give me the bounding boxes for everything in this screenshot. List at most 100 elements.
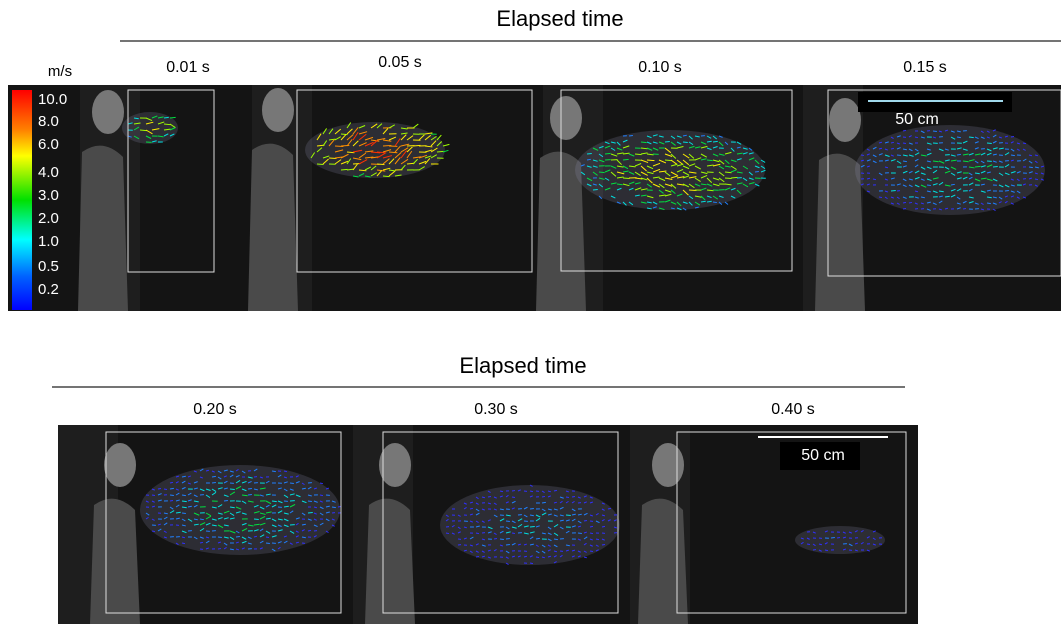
breath-cloud xyxy=(122,112,178,144)
velocity-vector xyxy=(542,496,545,497)
velocity-vector xyxy=(470,508,473,509)
velocity-vector xyxy=(584,520,587,521)
velocity-vector xyxy=(530,491,533,492)
velocity-vector xyxy=(500,539,504,540)
velocity-vector xyxy=(530,563,533,564)
breath-cloud xyxy=(140,465,340,555)
time-label: 0.40 s xyxy=(771,401,815,418)
velocity-vector xyxy=(200,519,204,520)
velocity-vector xyxy=(707,190,714,191)
velocity-vector xyxy=(879,197,882,198)
velocity-vector xyxy=(266,543,270,544)
velocity-vector xyxy=(341,145,349,146)
velocity-vector xyxy=(476,556,479,557)
velocity-vector xyxy=(837,537,840,538)
section-title: Elapsed time xyxy=(496,6,623,31)
velocity-vector xyxy=(170,488,174,489)
velocity-vector xyxy=(182,501,187,502)
velocity-vector xyxy=(707,160,713,161)
velocity-vector xyxy=(731,177,738,178)
velocity-vector xyxy=(903,130,906,131)
velocity-vector xyxy=(272,501,277,502)
velocity-vector xyxy=(437,151,444,152)
person-head xyxy=(104,443,136,487)
velocity-vector xyxy=(164,117,169,118)
velocity-vector xyxy=(903,161,907,162)
person-body xyxy=(638,499,688,624)
person-head xyxy=(829,98,861,142)
velocity-vector xyxy=(987,203,991,204)
person-head xyxy=(262,88,294,132)
velocity-vector xyxy=(831,537,835,538)
velocity-vector xyxy=(182,495,186,496)
person-head xyxy=(550,96,582,140)
velocity-vector xyxy=(903,143,906,144)
velocity-vector xyxy=(587,159,591,160)
velocity-vector xyxy=(320,483,323,484)
velocity-vector xyxy=(891,148,894,149)
velocity-vector xyxy=(170,500,173,501)
time-label: 0.10 s xyxy=(638,59,682,76)
velocity-vector xyxy=(272,471,276,472)
velocity-vector xyxy=(957,154,961,155)
velocity-vector xyxy=(587,153,592,154)
breath-cloud xyxy=(795,526,885,554)
section-title: Elapsed time xyxy=(459,353,586,378)
colorbar-label: 0.5 xyxy=(38,258,59,275)
person-body xyxy=(90,499,140,624)
velocity-vector xyxy=(248,488,252,489)
velocity-vector xyxy=(542,502,546,503)
velocity-vector xyxy=(182,543,185,544)
time-label: 0.20 s xyxy=(193,401,237,418)
velocity-vector xyxy=(266,537,269,538)
velocity-vector xyxy=(500,491,503,492)
time-label: 0.01 s xyxy=(166,59,210,76)
velocity-vector xyxy=(284,471,287,472)
person-body xyxy=(248,144,298,311)
breath-cloud xyxy=(855,125,1045,215)
velocity-vector xyxy=(308,530,311,531)
person-body xyxy=(78,146,128,311)
velocity-vector xyxy=(590,551,593,552)
velocity-vector xyxy=(599,172,605,173)
colorbar-unit: m/s xyxy=(48,63,72,80)
velocity-vector xyxy=(993,166,998,167)
velocity-vector xyxy=(623,159,629,160)
velocity-vector xyxy=(951,184,955,185)
velocity-vector xyxy=(341,134,348,135)
velocity-vector xyxy=(176,512,181,513)
velocity-vector xyxy=(494,538,497,539)
velocity-vector xyxy=(755,171,759,172)
velocity-vector xyxy=(927,185,931,186)
velocity-vector xyxy=(635,154,642,155)
velocity-vector xyxy=(218,537,222,538)
colorbar xyxy=(12,90,32,310)
velocity-vector xyxy=(623,178,630,179)
velocity-vector xyxy=(212,476,216,477)
velocity-vector xyxy=(320,495,323,496)
velocity-vector xyxy=(915,137,918,138)
velocity-vector xyxy=(554,539,558,540)
person-head xyxy=(652,443,684,487)
velocity-vector xyxy=(1035,179,1038,180)
velocity-vector xyxy=(1005,190,1009,191)
velocity-vector xyxy=(701,201,706,202)
velocity-vector xyxy=(536,538,540,539)
velocity-vector xyxy=(665,141,670,142)
scale-bar-label: 50 cm xyxy=(895,111,939,128)
breath-cloud xyxy=(575,130,765,210)
velocity-vector xyxy=(713,202,717,203)
scale-bar-label: 50 cm xyxy=(801,447,845,464)
velocity-vector xyxy=(879,142,882,143)
velocity-vector xyxy=(140,130,147,131)
velocity-vector xyxy=(530,515,534,516)
velocity-vector xyxy=(903,202,906,203)
person-head xyxy=(92,90,124,134)
velocity-vector xyxy=(873,179,876,180)
person-body xyxy=(365,499,415,624)
velocity-vector xyxy=(602,544,605,545)
velocity-vector xyxy=(200,542,203,543)
velocity-vector xyxy=(963,208,966,209)
velocity-vector xyxy=(164,124,171,125)
velocity-vector xyxy=(158,488,161,489)
